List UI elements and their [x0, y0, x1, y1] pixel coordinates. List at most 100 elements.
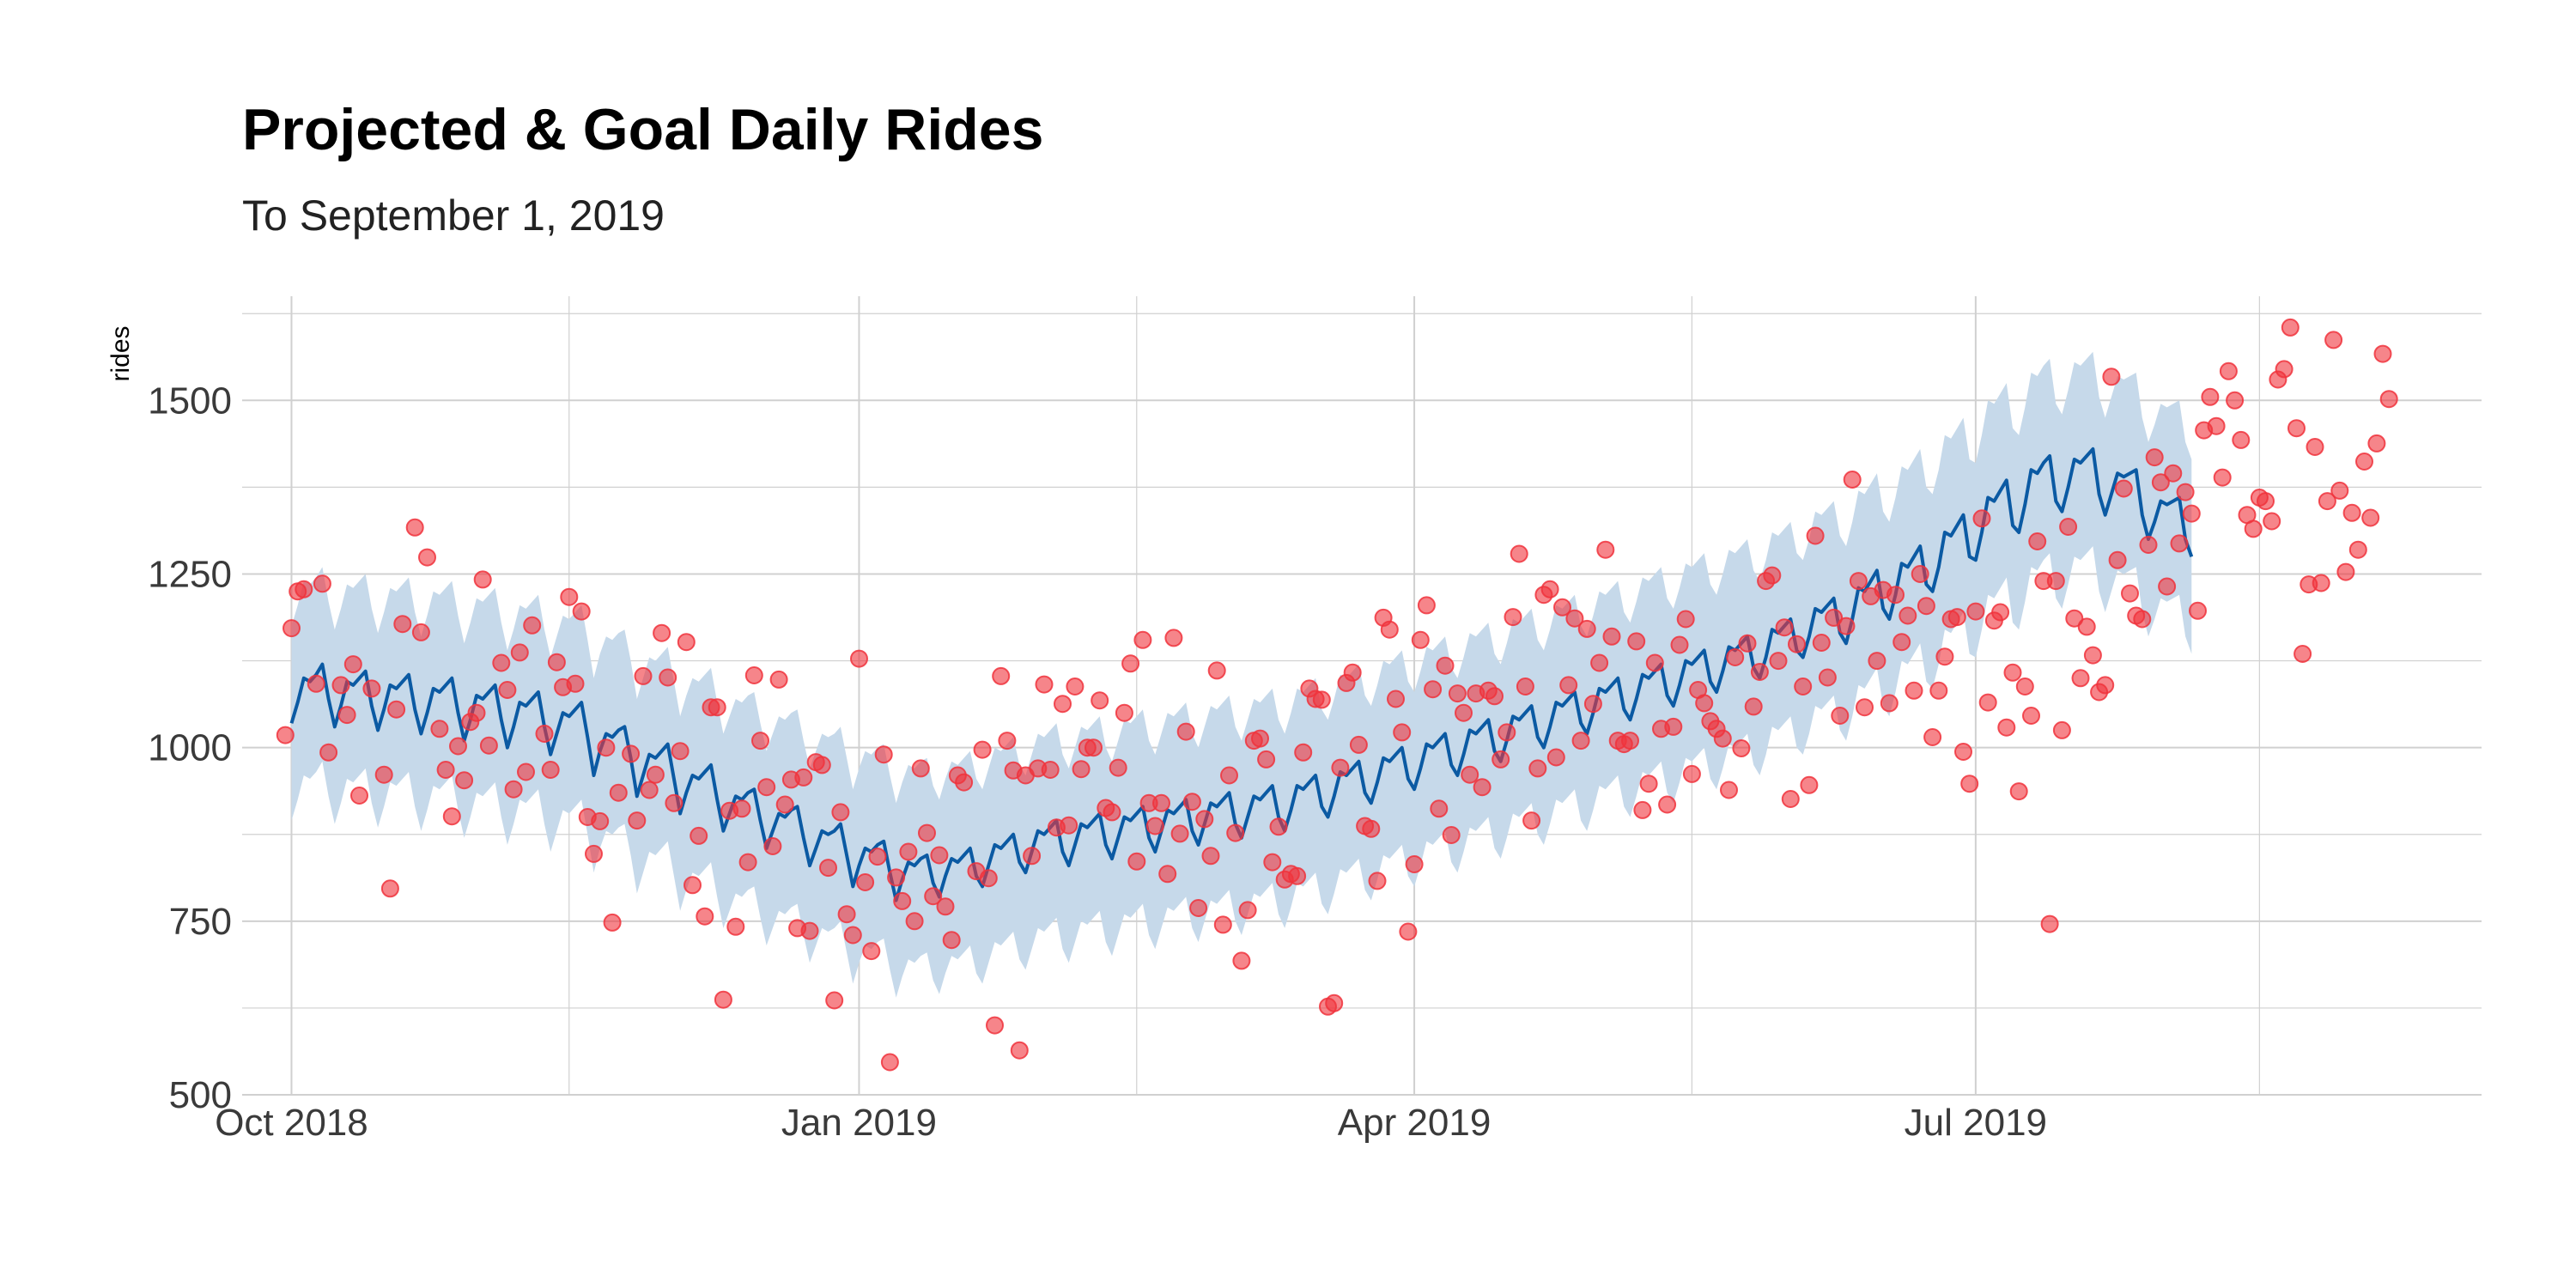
- ride-point: [1806, 526, 1825, 545]
- ride-point: [2318, 492, 2336, 511]
- x-tick-label: Apr 2019: [1338, 1102, 1492, 1144]
- ride-point: [843, 926, 862, 945]
- ride-point: [1893, 633, 1911, 652]
- ride-point: [1997, 718, 2016, 737]
- ride-point: [350, 787, 368, 805]
- ride-point: [1060, 816, 1078, 835]
- y-tick-label: 500: [169, 1074, 232, 1116]
- ride-point: [1461, 765, 1479, 784]
- ride-point: [2108, 550, 2127, 569]
- ride-point: [566, 674, 585, 693]
- ride-point: [1387, 690, 1405, 708]
- ride-point: [2263, 512, 2281, 531]
- y-axis-label: rides: [106, 325, 135, 381]
- ride-point: [541, 761, 560, 779]
- ride-point: [1769, 652, 1788, 671]
- ride-point: [2281, 318, 2300, 337]
- ride-point: [1417, 596, 1436, 615]
- ride-point: [1405, 855, 1424, 873]
- ride-point: [2071, 669, 2090, 688]
- ride-point: [2059, 518, 2078, 536]
- ride-point: [1738, 634, 1757, 653]
- ride-point: [2182, 504, 2201, 523]
- ride-point: [893, 891, 912, 910]
- ride-point: [1091, 691, 1109, 710]
- ride-point: [498, 681, 517, 699]
- ride-point: [1455, 703, 1473, 722]
- ride-point: [1750, 663, 1769, 681]
- ride-point: [1886, 586, 1905, 605]
- ride-point: [2275, 360, 2293, 379]
- ride-point: [862, 942, 881, 961]
- ride-point: [430, 720, 449, 738]
- x-tick-label: Jul 2019: [1905, 1102, 2047, 1144]
- ride-point: [547, 653, 566, 671]
- ride-point: [560, 587, 579, 606]
- ride-point: [887, 868, 906, 887]
- ride-point: [2151, 473, 2170, 492]
- ride-point: [1676, 610, 1695, 629]
- ride-point: [1411, 630, 1430, 649]
- ride-point: [455, 771, 474, 790]
- ride-point: [1448, 684, 1467, 703]
- ride-point: [2330, 481, 2349, 500]
- ride-point: [313, 574, 331, 593]
- ride-point: [831, 803, 850, 822]
- ride-point: [998, 732, 1017, 750]
- ride-point: [1343, 663, 1362, 682]
- ride-point: [597, 738, 616, 757]
- ride-point: [2003, 663, 2022, 682]
- ride-point: [1023, 847, 1042, 866]
- ride-point: [1010, 1041, 1029, 1060]
- ride-point: [1868, 652, 1886, 671]
- ride-point: [449, 737, 467, 756]
- ride-point: [1485, 687, 1504, 706]
- ride-point: [283, 619, 301, 638]
- ride-point: [1590, 653, 1609, 672]
- ride-point: [1257, 750, 1276, 769]
- ride-point: [1522, 811, 1541, 830]
- ride-point: [738, 853, 757, 872]
- ride-point: [671, 742, 690, 761]
- ride-point: [2257, 492, 2275, 511]
- ride-point: [603, 913, 622, 932]
- ride-point: [1880, 694, 1899, 713]
- ride-point: [535, 725, 554, 743]
- ride-point: [1825, 608, 1844, 627]
- ride-point: [1430, 799, 1449, 818]
- projection-band: [291, 351, 2192, 998]
- chart-title: Projected & Goal Daily Rides: [242, 97, 1044, 162]
- ride-point: [504, 780, 523, 799]
- x-tick-label: Oct 2018: [215, 1102, 368, 1144]
- ride-point: [1596, 540, 1615, 559]
- ride-point: [2133, 610, 2152, 629]
- ride-point: [2367, 434, 2386, 453]
- ride-point: [331, 676, 350, 695]
- ride-point: [1066, 677, 1084, 696]
- ride-point: [2114, 479, 2133, 498]
- ride-point: [986, 1016, 1004, 1035]
- ride-point: [1800, 775, 1819, 794]
- ride-point: [665, 793, 683, 812]
- ride-point: [1473, 778, 1492, 797]
- ride-point: [1621, 732, 1639, 750]
- ride-point: [1436, 656, 1455, 675]
- ride-point: [1516, 677, 1534, 696]
- ride-point: [1559, 676, 1578, 695]
- ride-point: [1127, 852, 1146, 871]
- ride-point: [628, 811, 647, 830]
- projection-interval: [291, 351, 2192, 998]
- ride-point: [609, 783, 628, 802]
- ride-point: [337, 706, 356, 725]
- ride-point: [732, 799, 751, 818]
- ride-point: [405, 518, 424, 537]
- ride-point: [1220, 766, 1238, 785]
- ride-point: [492, 653, 511, 672]
- ride-point: [2083, 646, 2102, 665]
- ride-point: [2232, 430, 2251, 449]
- ride-point: [2077, 617, 2096, 636]
- ride-point: [1565, 609, 1584, 628]
- ride-point: [769, 670, 788, 689]
- ride-point: [1103, 803, 1121, 822]
- chart-subtitle: To September 1, 2019: [242, 191, 665, 240]
